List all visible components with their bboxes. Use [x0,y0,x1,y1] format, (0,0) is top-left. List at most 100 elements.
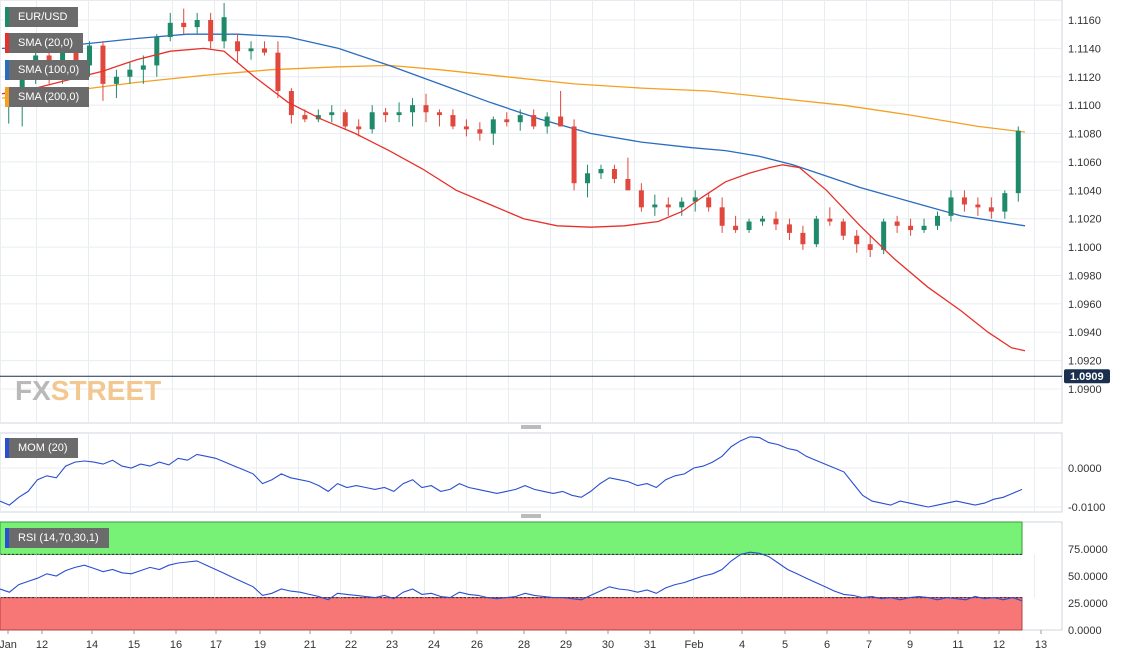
candle-body [356,126,362,130]
price-tick-label: 1.1100 [1068,100,1101,112]
x-axis: Jan 12 14 15 16 17 19 21 22 23 24 26 28 29 30 31 Feb 4 5 6 7… [0,630,1047,651]
rsi-tick-label: 75.0000 [1068,544,1108,556]
rsi-tick-label: 0.0000 [1068,625,1102,637]
sma200-label[interactable]: SMA (200,0) [5,87,90,107]
candle-body [840,221,846,236]
price-plot-area [0,0,1063,424]
candle-body [773,218,779,225]
candle-body [369,112,375,130]
candle-body [517,115,523,123]
x-tick-label: 13 [1035,639,1047,651]
price-tick-label: 1.0980 [1068,270,1102,282]
price-tick-label: 1.1140 [1068,43,1101,55]
candle-body [571,126,577,184]
candle-body [194,20,200,28]
candle-body [921,225,927,231]
candle-body [140,65,146,70]
x-tick-label: 19 [254,639,266,651]
candle-body [611,169,617,179]
price-tick-label: 1.1080 [1068,129,1102,141]
candle-body [935,215,941,226]
x-tick-label: 28 [518,639,530,651]
watermark-logo: FXSTREET [15,375,161,406]
panel-splitter-handle-2 [521,514,541,518]
candle-body [867,244,873,250]
x-tick-label: 7 [866,639,872,651]
rsi-line [0,551,1023,602]
candle-body [598,169,604,174]
candle-body [504,119,510,123]
candle-body [329,112,335,116]
x-tick-label: Feb [685,639,704,651]
sma100-label[interactable]: SMA (100,0) [5,60,90,80]
candle-body [490,119,496,134]
candle-body [894,221,900,226]
x-tick-label: 23 [386,639,398,651]
x-tick-label: 14 [86,639,98,651]
momentum-plot-area [0,432,1063,513]
symbol-label[interactable]: EUR/USD [5,7,78,27]
x-tick-label: 9 [907,639,913,651]
momentum-panel: 0.0000 -0.0100 [0,432,1105,518]
candle-body [975,204,981,208]
price-tick-label: 1.1000 [1068,242,1102,254]
mom-swatch [5,438,9,458]
sma200-swatch [5,87,9,107]
candle-body [706,197,712,208]
candle-body [248,48,254,52]
candle-body [679,201,685,208]
candle-body [154,37,160,66]
price-tick-label: 1.1060 [1068,157,1102,169]
price-tick-label: 1.1040 [1068,185,1102,197]
candle-body [275,52,281,91]
candle-body [167,22,173,38]
candle-body [181,22,187,28]
candle-body [477,129,483,134]
candle-body [383,112,389,116]
x-tick-label: 22 [345,639,357,651]
price-tick-label: 1.0900 [1068,384,1102,396]
rsi-label[interactable]: RSI (14,70,30,1) [5,528,109,548]
x-tick-label: 31 [644,639,656,651]
candle-body [436,112,442,116]
price-tick-label: 1.0920 [1068,356,1102,368]
candle-body [127,69,133,77]
candle-body [221,17,227,42]
candle-body [208,20,214,42]
candle-body [854,235,860,245]
candle-body [86,45,92,66]
candle-body [73,41,79,66]
candle-body [665,204,671,208]
candle-body [786,224,792,233]
candle-body [652,204,658,208]
sma200-line [1,64,1026,133]
mom-tick-label: -0.0100 [1068,502,1105,514]
x-tick-label: Jan [0,639,17,651]
candle-body [692,197,698,202]
rsi-tick-label: 25.0000 [1068,598,1108,610]
candle-body [396,112,402,116]
symbol-swatch [5,7,9,27]
mom-label[interactable]: MOM (20) [5,438,78,458]
sma20-label[interactable]: SMA (20,0) [5,33,84,53]
candle-body [342,112,348,127]
rsi-swatch [5,528,9,548]
x-tick-label: 4 [739,639,745,651]
price-tick-label: 1.0940 [1068,327,1102,339]
x-tick-label: 12 [993,639,1005,651]
rsi-tick-label: 50.0000 [1068,571,1108,583]
x-tick-label: 17 [210,639,222,651]
x-tick-label: 26 [471,639,483,651]
candle-body [800,232,806,245]
candle-body [1015,130,1021,194]
panel-splitter-handle [521,425,541,429]
candle-body [410,105,416,113]
momentum-line [0,436,1023,508]
candle-body [746,221,752,231]
sma20-line [1,47,1026,352]
candle-body [235,41,241,52]
candle-body [585,173,591,184]
candle-body [719,207,725,226]
sma100-swatch [5,60,9,80]
